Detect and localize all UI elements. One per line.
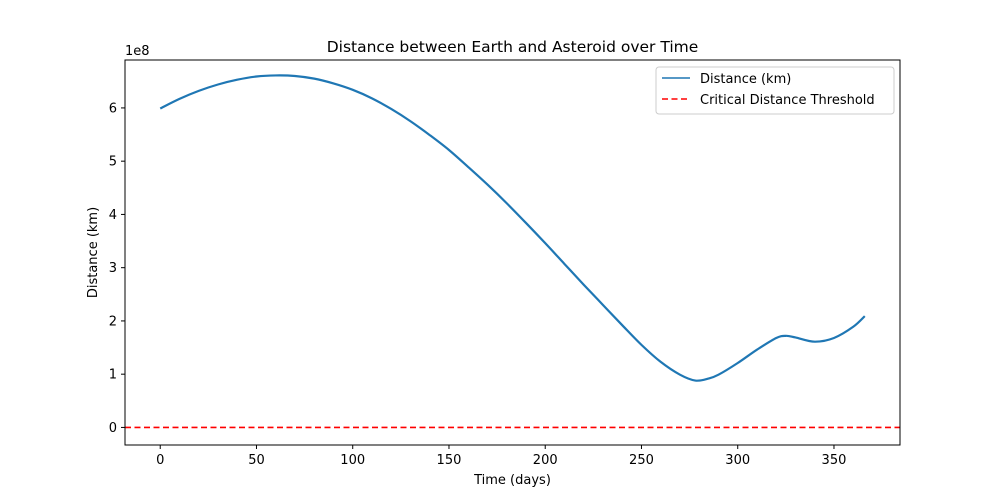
x-tick-label: 150 [437, 453, 462, 468]
y-tick-label: 1 [109, 368, 117, 383]
y-tick-label: 5 [109, 155, 117, 170]
x-axis-label: Time (days) [473, 473, 551, 488]
y-tick-label: 4 [109, 208, 117, 223]
y-axis-label: Distance (km) [86, 207, 101, 298]
x-tick-label: 100 [340, 453, 365, 468]
y-tick-label: 6 [109, 101, 117, 116]
distance-series-line [159, 74, 866, 382]
legend: Distance (km) Critical Distance Threshol… [655, 66, 895, 115]
plot-frame [124, 59, 901, 446]
y-tick-label: 0 [109, 421, 117, 436]
legend-distance-label: Distance (km) [700, 72, 791, 87]
x-tick-label: 0 [156, 453, 164, 468]
legend-threshold-label: Critical Distance Threshold [700, 93, 875, 108]
y-tick-label: 2 [109, 314, 117, 329]
x-axis-ticks: 0 50 100 150 200 250 300 350 [156, 445, 846, 468]
x-tick-label: 350 [822, 453, 847, 468]
y-tick-label: 3 [109, 261, 117, 276]
x-tick-label: 200 [533, 453, 558, 468]
chart-title: Distance between Earth and Asteroid over… [327, 38, 699, 56]
plot-area [125, 60, 900, 445]
y-axis-ticks: 0 1 2 3 4 5 6 [109, 101, 125, 436]
x-tick-label: 300 [725, 453, 750, 468]
y-axis-multiplier: 1e8 [125, 44, 150, 59]
legend-box [655, 66, 895, 115]
x-tick-label: 250 [629, 453, 654, 468]
x-tick-label: 50 [248, 453, 265, 468]
